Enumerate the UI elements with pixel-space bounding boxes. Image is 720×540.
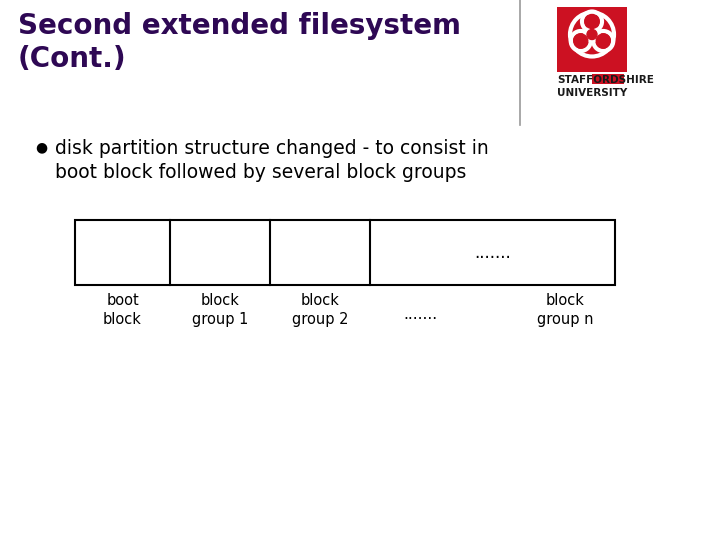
Text: Second extended filesystem: Second extended filesystem bbox=[18, 12, 461, 40]
Text: disk partition structure changed - to consist in: disk partition structure changed - to co… bbox=[55, 139, 489, 158]
Text: .......: ....... bbox=[403, 307, 437, 322]
Text: block
group n: block group n bbox=[536, 293, 593, 327]
Circle shape bbox=[584, 26, 600, 43]
Bar bbox=[75, 220, 615, 285]
Text: boot block followed by several block groups: boot block followed by several block gro… bbox=[55, 163, 467, 182]
Text: block
group 1: block group 1 bbox=[192, 293, 248, 327]
Text: (Cont.): (Cont.) bbox=[18, 45, 127, 73]
Bar bbox=[557, 7, 627, 72]
Text: block
group 2: block group 2 bbox=[292, 293, 348, 327]
Circle shape bbox=[587, 30, 597, 39]
Text: boot
block: boot block bbox=[103, 293, 142, 327]
Text: UNIVERSITY: UNIVERSITY bbox=[557, 88, 627, 98]
Circle shape bbox=[574, 34, 588, 48]
Circle shape bbox=[585, 15, 599, 29]
Circle shape bbox=[596, 34, 611, 48]
Text: ●: ● bbox=[35, 140, 47, 154]
Bar bbox=[592, 74, 624, 84]
Text: .......: ....... bbox=[474, 244, 511, 261]
Text: STAFFORDSHIRE: STAFFORDSHIRE bbox=[557, 75, 654, 85]
